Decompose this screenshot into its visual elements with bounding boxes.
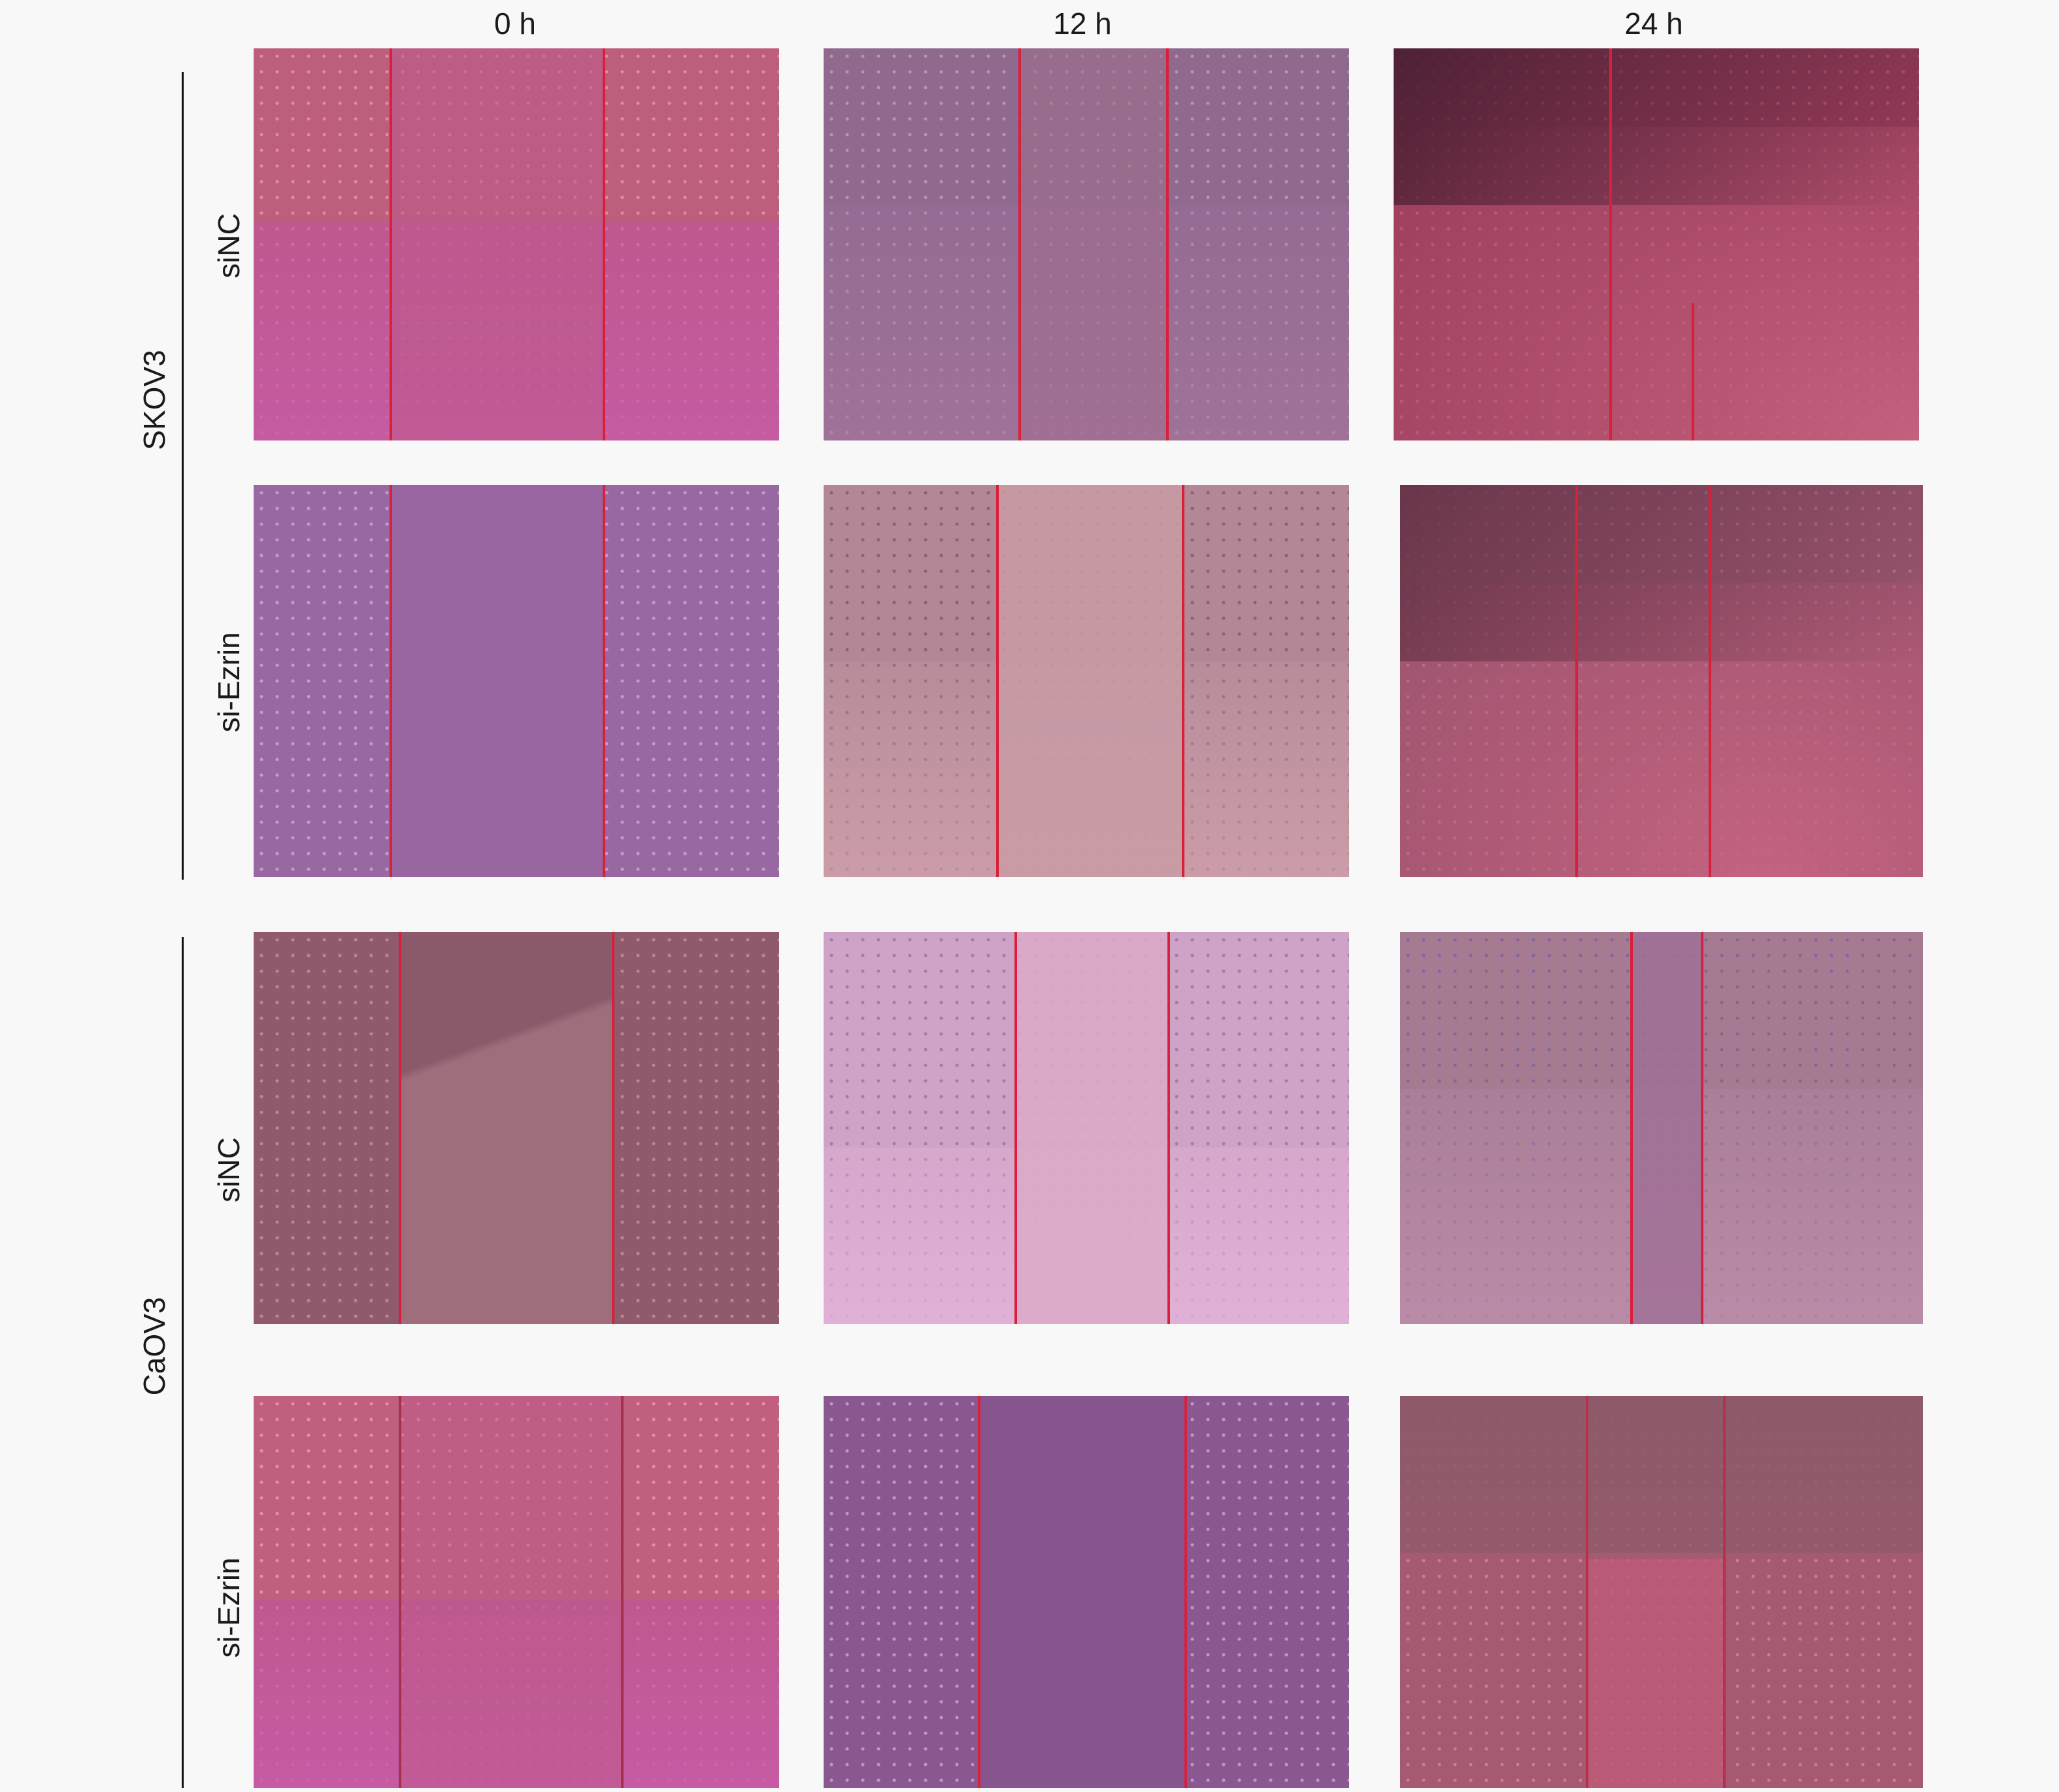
group-label-skov3: SKOV3 (137, 350, 171, 450)
column-header-24h: 24 h (1624, 7, 1683, 41)
row-label-caov3-siezrin: si-Ezrin (212, 1557, 246, 1658)
micrograph-skov3-sinc-0h (254, 48, 779, 440)
group-bracket-caov3 (182, 937, 184, 1788)
micrograph-caov3-sinc-12h (824, 932, 1349, 1324)
row-label-skov3-sinc: siNC (212, 213, 246, 278)
micrograph-skov3-siezrin-24h (1400, 485, 1923, 877)
row-label-skov3-siezrin: si-Ezrin (212, 632, 246, 733)
micrograph-skov3-sinc-24h (1394, 48, 1919, 440)
micrograph-skov3-siezrin-0h (254, 485, 779, 877)
micrograph-caov3-sinc-0h (254, 932, 779, 1324)
micrograph-caov3-siezrin-0h (254, 1396, 779, 1788)
column-header-0h: 0 h (494, 7, 536, 41)
micrograph-skov3-sinc-12h (824, 48, 1349, 440)
micrograph-skov3-siezrin-12h (824, 485, 1349, 877)
micrograph-caov3-siezrin-12h (824, 1396, 1349, 1788)
row-label-caov3-sinc: siNC (212, 1137, 246, 1203)
group-label-caov3: CaOV3 (137, 1297, 171, 1396)
micrograph-caov3-siezrin-24h (1400, 1396, 1923, 1788)
column-header-12h: 12 h (1053, 7, 1112, 41)
group-bracket-skov3 (182, 72, 184, 880)
micrograph-caov3-sinc-24h (1400, 932, 1923, 1324)
